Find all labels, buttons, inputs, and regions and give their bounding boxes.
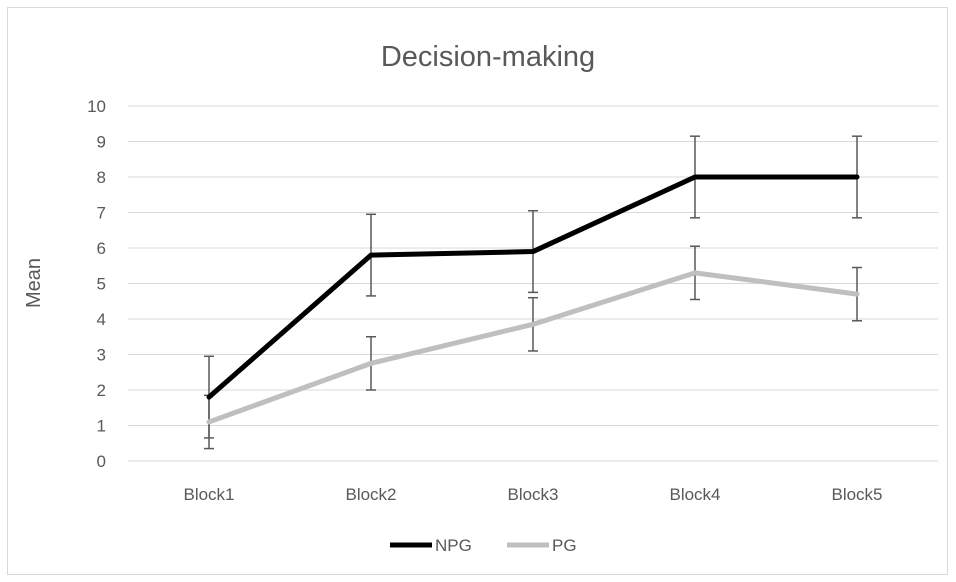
series-line-pg bbox=[206, 270, 860, 425]
x-tick-label: Block5 bbox=[831, 485, 882, 504]
y-tick-label: 9 bbox=[97, 133, 106, 152]
y-tick-label: 2 bbox=[97, 381, 106, 400]
y-tick-label: 8 bbox=[97, 168, 106, 187]
error-bars bbox=[204, 135, 862, 450]
legend-item-npg: NPG bbox=[390, 536, 472, 555]
y-tick-label: 1 bbox=[97, 417, 106, 436]
x-tick-label: Block1 bbox=[183, 485, 234, 504]
y-tick-label: 10 bbox=[87, 97, 106, 116]
x-tick-labels: Block1 Block2 Block3 Block4 Block5 bbox=[183, 485, 882, 504]
x-tick-label: Block3 bbox=[507, 485, 558, 504]
legend-item-pg: PG bbox=[507, 536, 577, 555]
chart-title: Decision-making bbox=[381, 41, 595, 73]
y-tick-label: 3 bbox=[97, 346, 106, 365]
y-tick-labels: 0 1 2 3 4 5 6 7 8 9 10 bbox=[87, 97, 106, 471]
x-tick-label: Block4 bbox=[669, 485, 720, 504]
x-tick-label: Block2 bbox=[345, 485, 396, 504]
y-tick-label: 7 bbox=[97, 204, 106, 223]
y-tick-label: 0 bbox=[97, 452, 106, 471]
chart-frame bbox=[7, 7, 948, 575]
gridlines bbox=[128, 105, 938, 462]
y-tick-label: 6 bbox=[97, 239, 106, 258]
legend: NPG PG bbox=[390, 536, 577, 555]
y-tick-label: 4 bbox=[97, 310, 106, 329]
y-tick-label: 5 bbox=[97, 275, 106, 294]
series-lines bbox=[206, 174, 860, 425]
legend-label: NPG bbox=[435, 536, 472, 555]
y-axis-label: Mean bbox=[23, 258, 45, 308]
series-line-npg bbox=[206, 174, 860, 400]
legend-label: PG bbox=[552, 536, 577, 555]
